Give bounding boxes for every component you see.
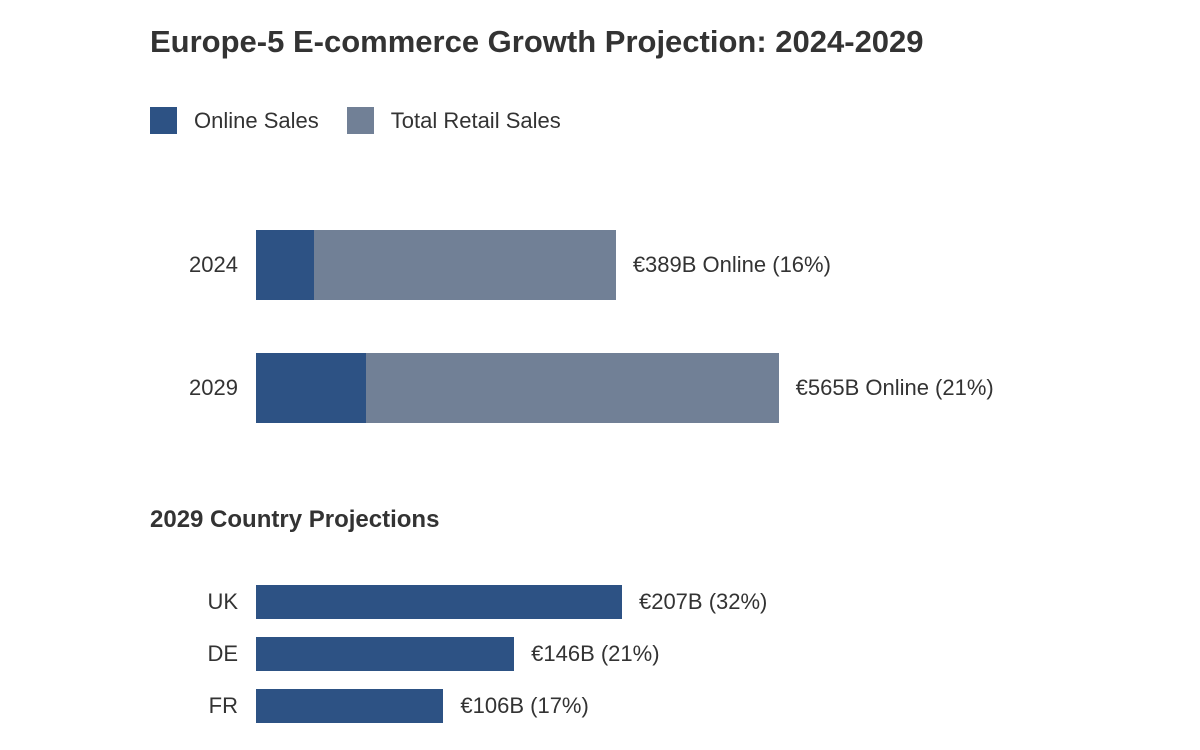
legend-label-total: Total Retail Sales xyxy=(390,107,561,133)
legend: Online Sales Total Retail Sales xyxy=(150,107,589,134)
bar-UK xyxy=(256,585,622,619)
country-label-FR: FR xyxy=(208,693,238,718)
legend-item-online: Online Sales xyxy=(150,107,319,134)
legend-item-total: Total Retail Sales xyxy=(346,107,561,134)
legend-swatch-online xyxy=(150,107,177,134)
country-chart-title: 2029 Country Projections xyxy=(150,506,440,533)
data-label-DE: €146B (21%) xyxy=(531,641,660,666)
year-label-2024: 2024 xyxy=(189,252,238,277)
data-label-2029: €565B Online (21%) xyxy=(795,375,994,400)
data-label-2024: €389B Online (16%) xyxy=(632,252,831,277)
bar-total-2024 xyxy=(256,230,616,300)
data-label-UK: €207B (32%) xyxy=(638,589,768,614)
bar-online-2024 xyxy=(256,230,314,300)
chart-title: Europe-5 E-commerce Growth Projection: 2… xyxy=(150,24,924,59)
year-label-2029: 2029 xyxy=(189,375,238,400)
bar-FR xyxy=(256,689,444,723)
country-label-DE: DE xyxy=(207,641,238,666)
legend-swatch-total xyxy=(346,107,374,134)
legend-label-online: Online Sales xyxy=(194,107,319,133)
bar-DE xyxy=(256,637,515,671)
country-label-UK: UK xyxy=(207,589,238,614)
data-label-FR: €106B (17%) xyxy=(460,693,589,718)
bar-online-2029 xyxy=(256,353,366,423)
